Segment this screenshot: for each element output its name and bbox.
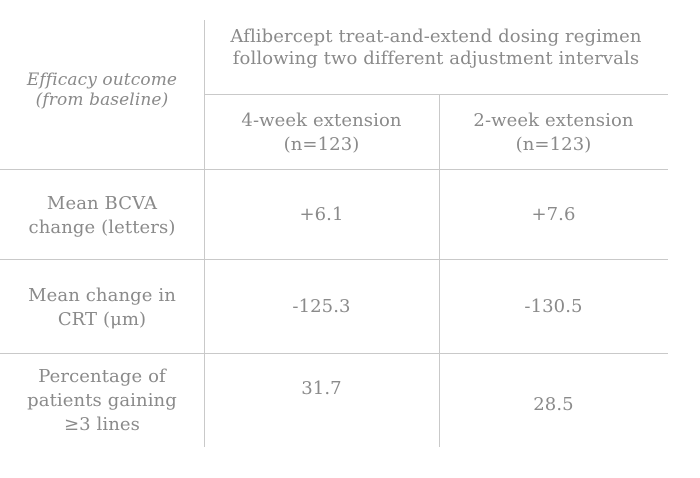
row-label-line: patients gaining [27, 390, 177, 411]
row-label-line: Percentage of [38, 366, 166, 387]
cell-value: 31.7 [301, 378, 342, 399]
column-divider-1 [204, 20, 205, 447]
cell-value: +6.1 [299, 204, 344, 225]
table-cell: -125.3 [204, 292, 439, 322]
table-cell: 28.5 [439, 390, 668, 420]
header-subdivider [204, 94, 668, 95]
regimen-title-line2: following two different adjustment inter… [232, 48, 640, 69]
cell-value: -130.5 [524, 296, 583, 317]
efficacy-outcome-header: Efficacy outcome (from baseline) [0, 60, 204, 120]
row-divider-2 [0, 259, 668, 260]
column-divider-2 [439, 95, 440, 447]
table-cell: 31.7 [204, 374, 439, 404]
row-label-line: change (letters) [28, 217, 176, 238]
regimen-title-line1: Aflibercept treat-and-extend dosing regi… [230, 26, 642, 47]
row-label-crt: Mean change in CRT (μm) [0, 282, 204, 334]
row-label-line: CRT (μm) [57, 309, 147, 330]
column-header-4-week-n: (n=123) [283, 134, 360, 155]
row-divider-1 [0, 169, 668, 170]
table-cell: +7.6 [439, 200, 668, 230]
column-header-4-week-label: 4-week extension [241, 110, 402, 131]
row-divider-3 [0, 353, 668, 354]
row-label-line: Mean change in [28, 285, 176, 306]
cell-value: -125.3 [292, 296, 351, 317]
column-header-2-week-n: (n=123) [515, 134, 592, 155]
table-cell: +6.1 [204, 200, 439, 230]
table-cell: -130.5 [439, 292, 668, 322]
row-label-bcva: Mean BCVA change (letters) [0, 190, 204, 242]
row-label-line: ≥3 lines [63, 414, 141, 435]
row-label-line: Mean BCVA [46, 193, 158, 214]
regimen-title: Aflibercept treat-and-extend dosing regi… [204, 24, 668, 72]
cell-value: +7.6 [531, 204, 576, 225]
efficacy-outcome-label: Efficacy outcome [26, 70, 178, 90]
efficacy-outcome-sublabel: (from baseline) [35, 90, 169, 110]
column-header-2-week: 2-week extension (n=123) [439, 107, 668, 159]
cell-value: 28.5 [533, 394, 574, 415]
column-header-2-week-label: 2-week extension [473, 110, 634, 131]
row-label-gaining-lines: Percentage of patients gaining ≥3 lines [0, 364, 204, 438]
column-header-4-week: 4-week extension (n=123) [204, 107, 439, 159]
